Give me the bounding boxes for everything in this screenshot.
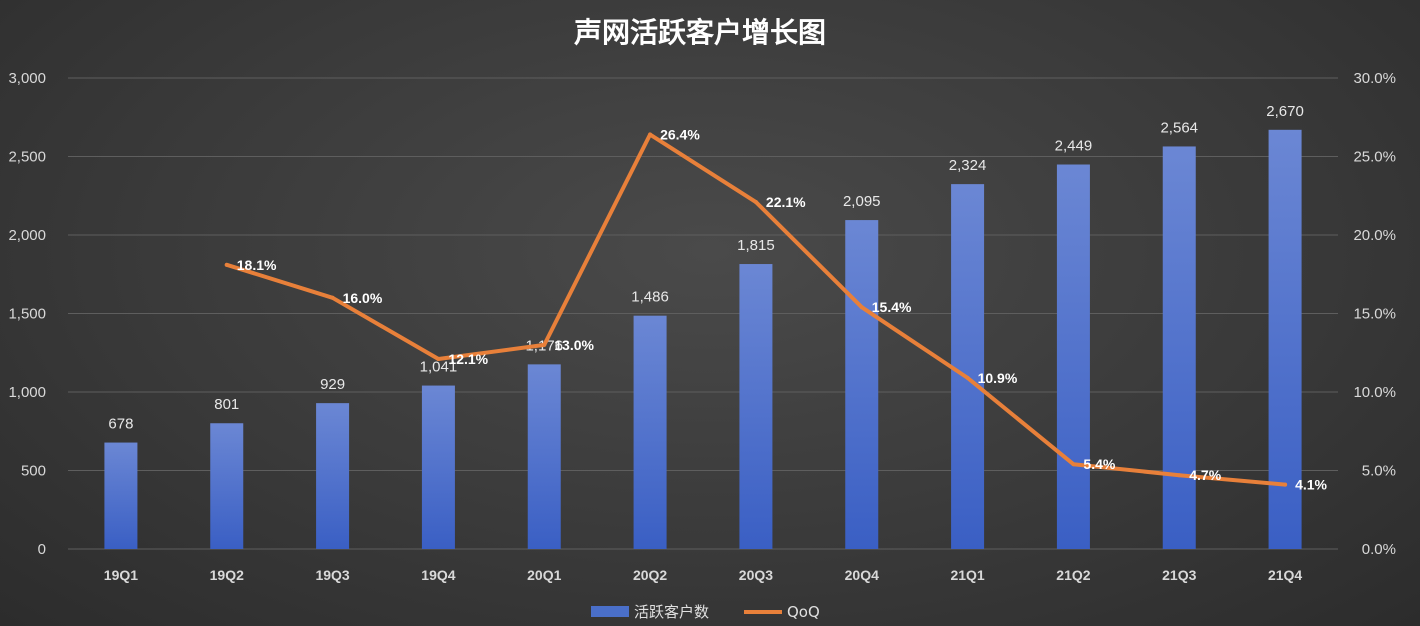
bar-data-label: 1,041 — [420, 359, 458, 376]
x-tick-label: 21Q1 — [950, 567, 984, 583]
y-tick-label: 500 — [21, 463, 46, 480]
bar-data-label: 1,815 — [737, 237, 775, 254]
x-tick-label: 21Q4 — [1268, 567, 1302, 583]
bar — [1056, 164, 1090, 549]
bar-data-label: 2,095 — [843, 193, 881, 210]
bar — [421, 385, 455, 549]
line-point — [1283, 482, 1288, 487]
x-tick-label: 19Q2 — [210, 567, 244, 583]
bar — [845, 220, 879, 549]
y-tick-label: 1,000 — [8, 384, 46, 401]
line-data-label: 16.0% — [343, 290, 383, 306]
y-tick-label: 2,500 — [8, 149, 46, 166]
bar-data-label: 1,486 — [631, 289, 669, 306]
bar-data-label: 678 — [108, 416, 133, 433]
bar-data-label: 801 — [214, 396, 239, 413]
bar — [633, 315, 667, 549]
bar-data-label: 2,449 — [1055, 138, 1093, 155]
x-tick-label: 20Q4 — [845, 567, 879, 583]
bar-data-label: 2,324 — [949, 157, 987, 174]
legend-label-bar: 活跃客户数 — [634, 603, 709, 621]
line-data-label: 12.1% — [448, 351, 488, 367]
x-tick-label: 21Q3 — [1162, 567, 1196, 583]
bar — [1268, 129, 1302, 549]
line-data-label: 26.4% — [660, 127, 700, 143]
y2-tick-label: 30.0% — [1353, 70, 1396, 87]
y2-tick-label: 5.0% — [1362, 463, 1396, 480]
x-tick-label: 21Q2 — [1056, 567, 1090, 583]
line-data-label: 22.1% — [766, 194, 806, 210]
y-tick-label: 3,000 — [8, 70, 46, 87]
line-point — [330, 295, 335, 300]
legend: 活跃客户数 QoQ — [591, 603, 820, 621]
bar-data-label: 929 — [320, 376, 345, 393]
line-point — [753, 200, 758, 205]
y-tick-label: 0 — [38, 541, 46, 558]
line-point — [436, 357, 441, 362]
line-point — [542, 342, 547, 347]
bar — [1162, 146, 1196, 549]
bar — [104, 442, 138, 549]
line-point — [965, 375, 970, 380]
line-data-label: 18.1% — [237, 257, 277, 273]
line-data-label: 4.7% — [1189, 467, 1221, 483]
line-point — [859, 305, 864, 310]
y2-tick-label: 25.0% — [1353, 149, 1396, 166]
line-data-label: 13.0% — [554, 337, 594, 353]
x-tick-label: 20Q3 — [739, 567, 773, 583]
bar-series: 6788019291,0411,1761,4861,8152,0952,3242… — [104, 103, 1304, 549]
line-data-label: 4.1% — [1295, 477, 1327, 493]
bar — [210, 423, 244, 549]
bar — [527, 364, 561, 549]
x-tick-label: 20Q1 — [527, 567, 561, 583]
line-point — [1177, 473, 1182, 478]
y2-tick-label: 10.0% — [1353, 384, 1396, 401]
line-point — [1071, 462, 1076, 467]
line-point — [224, 262, 229, 267]
chart-title: 声网活跃客户增长图 — [574, 16, 826, 49]
bar-data-label: 2,564 — [1160, 119, 1198, 136]
line-point — [648, 132, 653, 137]
y2-tick-label: 20.0% — [1353, 227, 1396, 244]
x-tick-label: 19Q3 — [315, 567, 349, 583]
y2-tick-label: 15.0% — [1353, 306, 1396, 323]
x-tick-label: 19Q1 — [104, 567, 138, 583]
legend-swatch-bar — [591, 606, 629, 617]
y2-tick-label: 0.0% — [1362, 541, 1396, 558]
y-tick-label: 1,500 — [8, 306, 46, 323]
legend-label-line: QoQ — [787, 603, 820, 621]
line-series: 18.1% 16.0% 12.1% 13.0% 26.4% 22.1% 15.4% 10.9%… — [224, 127, 1328, 493]
line-data-label: 15.4% — [872, 299, 912, 315]
line-data-label: 10.9% — [978, 370, 1018, 386]
y-tick-label: 2,000 — [8, 227, 46, 244]
bar — [739, 264, 773, 549]
x-tick-label: 19Q4 — [421, 567, 455, 583]
gridlines — [68, 77, 1338, 550]
bar-data-label: 2,670 — [1266, 103, 1304, 120]
line-data-label: 5.4% — [1083, 456, 1115, 472]
bar — [316, 403, 350, 549]
x-tick-label: 20Q2 — [633, 567, 667, 583]
y-axis-left: 0 500 1,000 1,500 2,000 2,500 3,000 — [8, 70, 46, 558]
y-axis-right: 0.0% 5.0% 10.0% 15.0% 20.0% 25.0% 30.0% — [1353, 70, 1396, 558]
x-axis: 19Q1 19Q2 19Q3 19Q4 20Q1 20Q2 20Q3 20Q4 21Q1 21Q2… — [104, 567, 1303, 583]
bar — [951, 184, 985, 549]
